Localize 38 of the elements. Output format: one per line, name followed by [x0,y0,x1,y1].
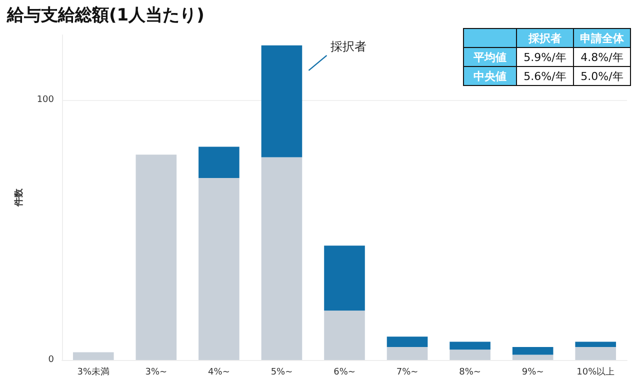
text: 採択者 [330,39,367,54]
x-tick-label: 3%未満 [77,366,110,378]
bar [575,342,616,347]
annotation: 5.6%/年 [516,66,574,86]
bar [450,342,490,350]
chart-title: 給与支給総額(1人当たり) [6,6,204,26]
x-tick-label: 9%~ [522,368,544,378]
x-tick-label: 5%~ [270,368,293,378]
annotation: 平均値 [464,48,516,66]
annotation: 申請全体 [574,28,630,48]
annotation: 5.0%/年 [574,66,630,86]
bar [72,352,114,360]
x-tick-label: 7%~ [396,368,418,378]
annotation: 4.8%/年 [574,48,630,66]
x-tick-label: 8%~ [459,368,481,378]
annotation: 5.9%/年 [516,48,574,66]
y-tick-label: 0 [48,355,54,365]
bar [386,347,428,360]
bar [386,336,428,347]
bar [324,310,365,360]
bar [324,246,365,311]
bar [450,350,490,360]
y-axis-title: 件数 [14,188,24,208]
bar [198,146,240,178]
annotation: 採択者 [516,28,574,48]
y-tick-label: 100 [36,95,54,105]
x-tick-label: 4%~ [208,368,230,378]
bar [512,354,554,360]
annotation: 中央値 [464,66,516,86]
bar [261,157,302,360]
x-tick-label: 10%以上 [576,366,615,378]
bar [136,154,177,360]
bar [198,178,240,360]
bar [575,347,616,360]
bar [261,45,302,158]
x-tick-label: 6%~ [334,368,356,378]
x-tick-label: 3%~ [145,368,168,378]
bar [512,347,554,355]
